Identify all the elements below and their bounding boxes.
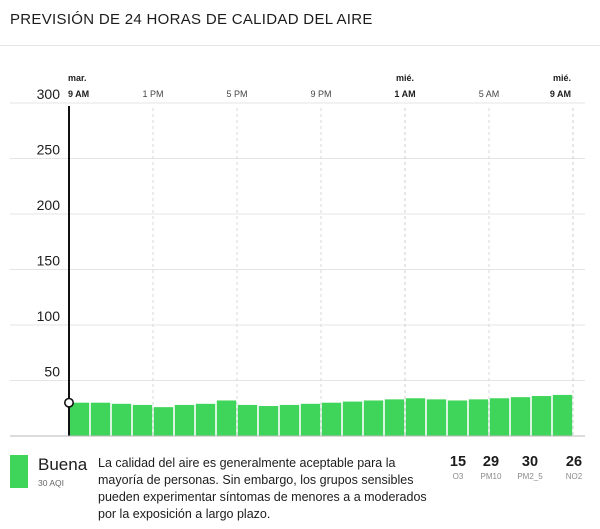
category-description: La calidad del aire es generalmente acep… — [98, 456, 427, 521]
x-tick-time-label: 5 AM — [479, 89, 500, 99]
pollutant-name: PM2_5 — [517, 472, 543, 481]
aqi-bar — [69, 402, 90, 436]
x-tick-day-label: mié. — [553, 73, 571, 83]
x-tick-day-label: mié. — [396, 73, 414, 83]
pollutant-value: 15 — [449, 454, 467, 470]
x-tick-time-label: 1 AM — [394, 89, 415, 99]
aqi-bar — [447, 400, 468, 436]
aqi-bar — [195, 403, 216, 436]
aqi-bar — [111, 403, 132, 436]
x-axis-ticks: mar. 9 AM 1 PM 5 PM 9 PM mié. 1 AM 5 AM mié. 9 AM — [68, 73, 571, 99]
aqi-bar — [510, 397, 531, 436]
aqi-forecast-chart: mar. 9 AM 1 PM 5 PM 9 PM mié. 1 AM 5 AM mié. 9 AM… — [10, 73, 585, 437]
pollutant-value: 29 — [482, 454, 500, 470]
y-tick-label: 200 — [37, 197, 61, 213]
pollutant-pm10: 29 PM10 — [471, 454, 511, 481]
pollutant-name: O3 — [452, 472, 464, 481]
aqi-bar — [321, 402, 342, 436]
pollutant-name: NO2 — [565, 472, 583, 481]
pollutant-pm2-5: 30 PM2_5 — [510, 454, 550, 481]
y-tick-label: 250 — [37, 142, 61, 158]
aqi-bar — [342, 401, 363, 436]
y-tick-label: 300 — [37, 86, 61, 102]
pollutant-no2: 26 NO2 — [554, 454, 594, 481]
aqi-bar — [132, 404, 153, 436]
pollutant-o3: 15 O3 — [438, 454, 478, 481]
y-tick-label: 100 — [37, 308, 61, 324]
x-tick-time-label: 1 PM — [142, 89, 163, 99]
category-name: Buena — [38, 455, 88, 474]
aqi-bar — [174, 404, 195, 436]
category-aqi: 30 AQI — [38, 478, 64, 488]
header: PREVISIÓN DE 24 HORAS DE CALIDAD DEL AIR… — [0, 0, 600, 46]
aqi-bar — [279, 404, 300, 436]
y-axis-ticks: 50 100 150 200 250 300 — [37, 86, 61, 380]
aqi-bar — [216, 400, 237, 436]
aqi-bar — [153, 407, 174, 436]
x-tick-day-label: mar. — [68, 73, 87, 83]
chart-axes — [10, 106, 585, 437]
aqi-bar — [468, 399, 489, 436]
page-title: PREVISIÓN DE 24 HORAS DE CALIDAD DEL AIR… — [10, 11, 373, 28]
pollutant-value: 30 — [521, 454, 539, 470]
y-tick-label: 50 — [44, 364, 60, 380]
x-tick-time-label: 5 PM — [226, 89, 247, 99]
aqi-bar — [489, 398, 510, 436]
aqi-bar — [426, 399, 447, 436]
aqi-bar — [258, 406, 279, 436]
x-tick-time-label: 9 AM — [550, 89, 571, 99]
aqi-bar — [531, 396, 552, 436]
pollutant-value: 26 — [565, 454, 583, 470]
pollutant-name: PM10 — [480, 472, 502, 481]
aqi-bar — [552, 394, 573, 436]
aqi-bar — [237, 404, 258, 436]
aqi-bar — [90, 402, 111, 436]
category-color-swatch — [10, 455, 28, 488]
aqi-bar — [363, 400, 384, 436]
aqi-bar — [300, 403, 321, 436]
aqi-bar — [384, 399, 405, 436]
aqi-bars — [69, 394, 573, 436]
y-tick-label: 150 — [37, 253, 61, 269]
aqi-summary: Buena 30 AQI La calidad del aire es gene… — [0, 446, 600, 529]
current-aqi-marker — [64, 397, 75, 408]
x-tick-time-label: 9 PM — [310, 89, 331, 99]
aqi-bar — [405, 398, 426, 436]
chart-grid — [10, 102, 585, 436]
x-tick-time-label: 9 AM — [68, 89, 89, 99]
